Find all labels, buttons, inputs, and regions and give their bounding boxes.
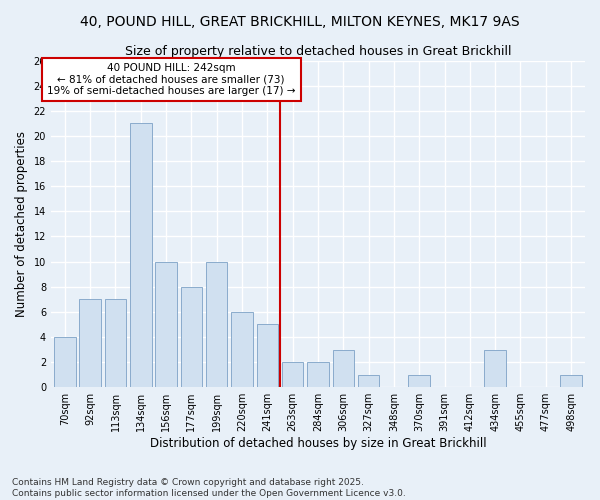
- Bar: [409, 374, 430, 387]
- Bar: [79, 300, 101, 387]
- Bar: [181, 286, 202, 387]
- Title: Size of property relative to detached houses in Great Brickhill: Size of property relative to detached ho…: [125, 45, 511, 58]
- Bar: [307, 362, 329, 387]
- Text: 40 POUND HILL: 242sqm
← 81% of detached houses are smaller (73)
19% of semi-deta: 40 POUND HILL: 242sqm ← 81% of detached …: [47, 63, 295, 96]
- X-axis label: Distribution of detached houses by size in Great Brickhill: Distribution of detached houses by size …: [149, 437, 486, 450]
- Bar: [206, 262, 227, 387]
- Text: Contains HM Land Registry data © Crown copyright and database right 2025.
Contai: Contains HM Land Registry data © Crown c…: [12, 478, 406, 498]
- Bar: [231, 312, 253, 387]
- Bar: [257, 324, 278, 387]
- Bar: [130, 124, 152, 387]
- Bar: [54, 337, 76, 387]
- Y-axis label: Number of detached properties: Number of detached properties: [15, 131, 28, 317]
- Bar: [358, 374, 379, 387]
- Bar: [155, 262, 177, 387]
- Bar: [560, 374, 582, 387]
- Bar: [332, 350, 354, 387]
- Bar: [282, 362, 304, 387]
- Bar: [105, 300, 126, 387]
- Bar: [484, 350, 506, 387]
- Text: 40, POUND HILL, GREAT BRICKHILL, MILTON KEYNES, MK17 9AS: 40, POUND HILL, GREAT BRICKHILL, MILTON …: [80, 15, 520, 29]
